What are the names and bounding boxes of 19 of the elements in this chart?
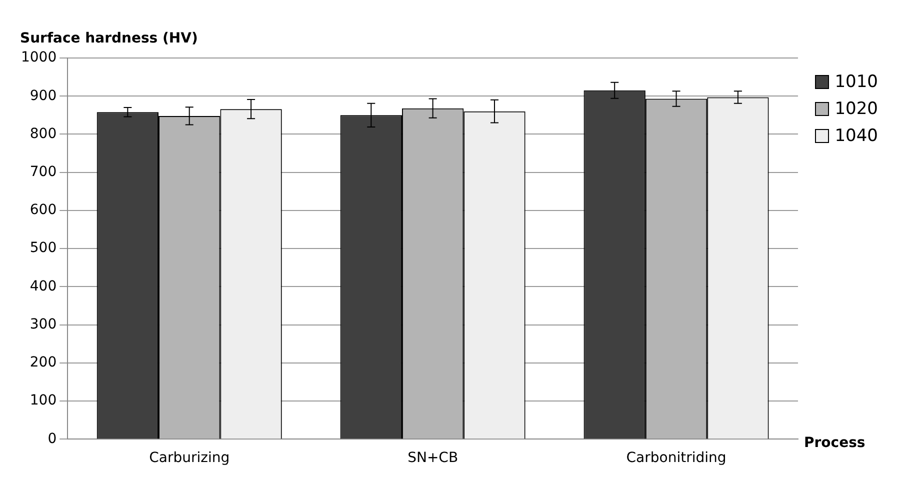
y-tick-label: 800 — [30, 126, 57, 142]
x-tick-label: Carbonitriding — [626, 450, 726, 466]
y-tick-label: 700 — [30, 164, 57, 180]
legend-label: 1020 — [834, 98, 878, 118]
y-tick-label: 300 — [30, 316, 57, 332]
y-tick-label: 600 — [30, 202, 57, 218]
legend-label: 1010 — [834, 72, 878, 92]
y-tick-label: 0 — [48, 430, 57, 447]
legend-label: 1040 — [834, 126, 878, 146]
y-tick-label: 1000 — [20, 50, 57, 66]
y-tick-label: 400 — [30, 278, 57, 294]
x-tick-label: Carburizing — [149, 450, 230, 466]
y-axis-title: Surface hardness (HV) — [20, 30, 198, 47]
x-axis-title: Process — [804, 434, 866, 451]
y-tick-label: 100 — [30, 392, 57, 409]
y-tick-label: 900 — [30, 88, 57, 104]
x-tick-label: SN+CB — [408, 450, 458, 466]
y-tick-label: 500 — [30, 240, 57, 256]
y-tick-label: 200 — [30, 354, 57, 371]
